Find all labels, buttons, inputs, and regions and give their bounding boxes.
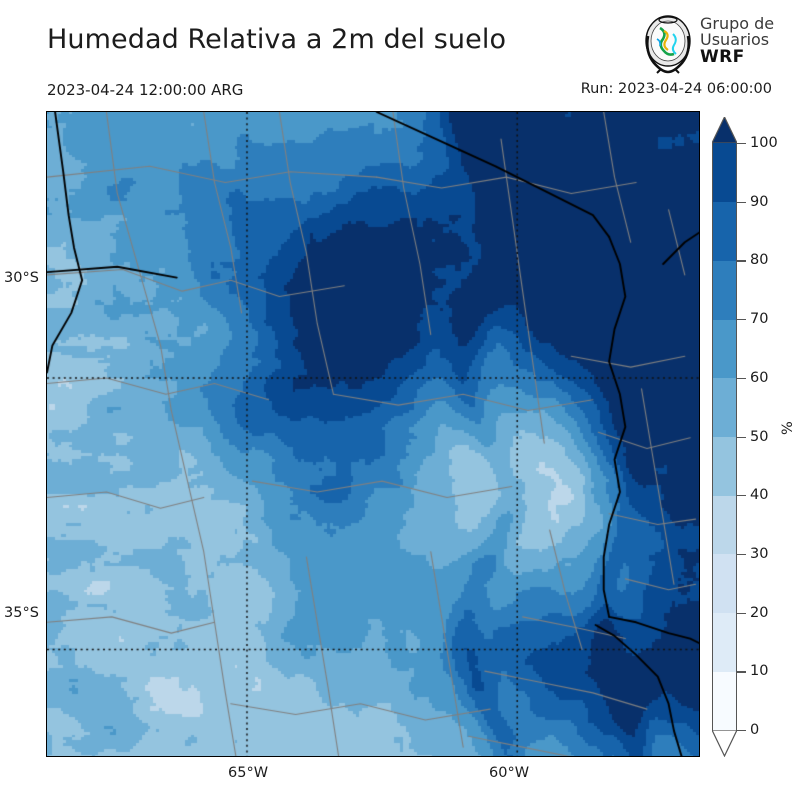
colorbar-tick-label-50: 50 (750, 428, 769, 445)
colorbar-tick-50 (737, 436, 746, 438)
lon-label-60w: 60°W (489, 765, 530, 781)
map-plot-area[interactable] (46, 111, 700, 757)
wrf-user-group-logo: Grupo de Usuarios WRF (640, 14, 792, 76)
logo-line-3: WRF (700, 46, 745, 67)
colorbar-band-0-10 (712, 671, 737, 731)
colorbar-frame (712, 143, 737, 730)
logo-text: Grupo de Usuarios WRF (700, 14, 775, 67)
lon-label-65w: 65°W (228, 765, 269, 781)
colorbar-tick-label-60: 60 (750, 369, 769, 386)
colorbar-gradient (712, 143, 737, 731)
colorbar-over-arrow (711, 115, 738, 144)
colorbar-unit-label: % (780, 421, 796, 435)
colorbar-tick-label-100: 100 (750, 135, 778, 151)
colorbar-tick-30 (737, 553, 746, 556)
lat-label-35s: 35°S (4, 605, 39, 621)
colorbar-tick-label-80: 80 (750, 252, 769, 269)
colorbar-tick-10 (737, 671, 746, 673)
valid-time-label: 2023-04-24 12:00:00 ARG (47, 81, 244, 99)
colorbar-tick-20 (737, 612, 746, 614)
colorbar-tick-label-90: 90 (750, 193, 769, 210)
colorbar-band-90-100 (712, 143, 737, 203)
colorbar-band-80-90 (712, 201, 737, 261)
colorbar-band-70-80 (712, 260, 737, 320)
colorbar-tick-label-20: 20 (750, 604, 769, 621)
colorbar-tick-70 (737, 319, 746, 321)
colorbar-tick-40 (737, 495, 746, 497)
colorbar-band-50-60 (712, 377, 737, 438)
model-run-label: Run: 2023-04-24 06:00:00 (580, 81, 772, 97)
colorbar-tick-label-10: 10 (750, 663, 769, 680)
colorbar-band-20-30 (712, 553, 737, 614)
colorbar-tick-0 (737, 730, 746, 732)
colorbar-band-40-50 (712, 436, 737, 496)
colorbar-tick-80 (737, 260, 746, 262)
colorbar-tick-label-40: 40 (750, 487, 769, 504)
colorbar[interactable]: 0 10 20 30 40 50 60 70 80 90 100 % (711, 115, 796, 758)
colorbar-tick-60 (737, 377, 746, 380)
humidity-field-canvas (47, 112, 699, 756)
colorbar-tick-100 (737, 143, 746, 145)
logo-line-2: Usuarios (700, 30, 770, 50)
wrf-globe-logo-icon (640, 14, 696, 74)
colorbar-band-30-40 (712, 495, 737, 555)
colorbar-band-10-20 (712, 612, 737, 672)
colorbar-tick-90 (737, 201, 746, 203)
colorbar-tick-label-30: 30 (750, 545, 769, 562)
colorbar-tick-label-70: 70 (750, 311, 769, 328)
colorbar-under-arrow (711, 729, 738, 758)
colorbar-tick-label-0: 0 (750, 722, 760, 738)
logo-line-1: Grupo de (700, 14, 775, 33)
page-title: Humedad Relativa a 2m del suelo (47, 24, 507, 55)
colorbar-band-60-70 (712, 319, 737, 379)
lat-label-30s: 30°S (4, 270, 39, 286)
